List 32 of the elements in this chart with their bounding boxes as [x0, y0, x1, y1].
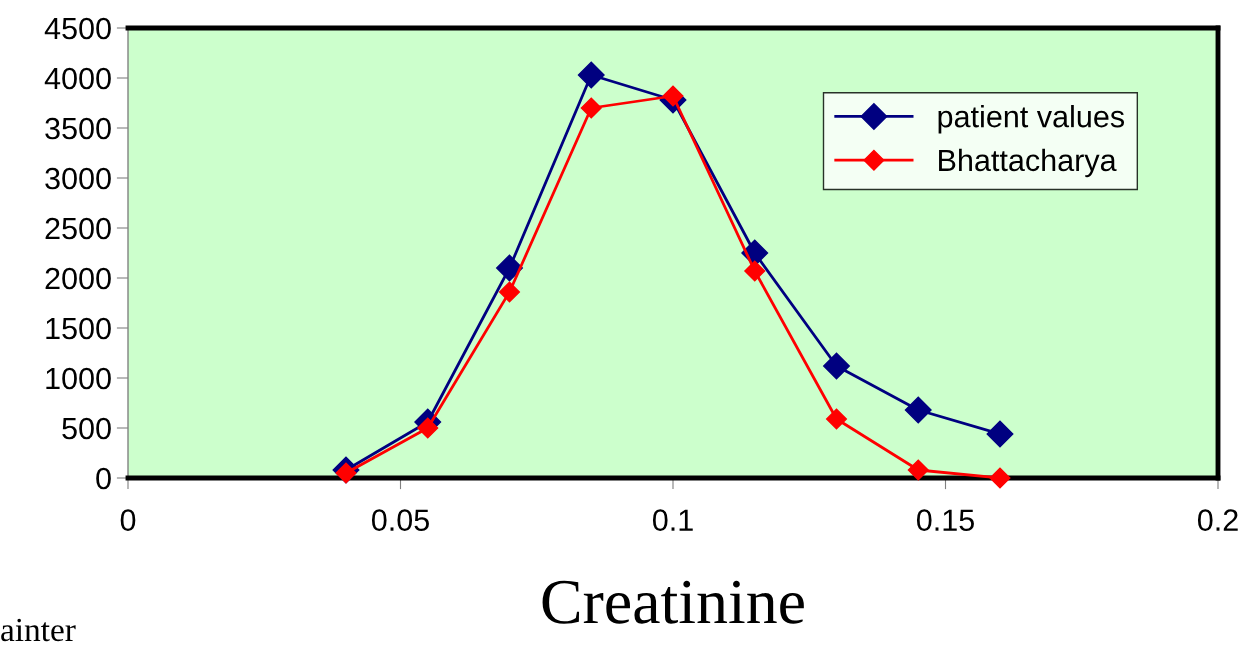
y-tick-label: 3500 [45, 117, 111, 140]
point [662, 85, 684, 107]
x-tick-label: 0 [120, 509, 136, 531]
y-tick-label: 2000 [45, 267, 111, 290]
point [989, 467, 1011, 489]
point [823, 352, 850, 380]
y-tick-label: 4500 [44, 17, 111, 40]
x-tick-label: 0.15 [916, 509, 974, 531]
x-tick-label: 0.2 [1197, 509, 1238, 531]
x-tick-label: 0.05 [371, 509, 429, 531]
y-tick-label: 1000 [46, 367, 111, 390]
y-tick-label: 1500 [46, 317, 111, 340]
y-tick-label: 500 [62, 417, 111, 440]
text: ainter [1, 618, 76, 642]
point [744, 260, 766, 282]
legend-label: Bhattacharya [939, 148, 1117, 178]
point [907, 459, 929, 481]
point [986, 420, 1014, 448]
point [496, 254, 523, 282]
point [904, 396, 932, 424]
legend-label: patient values [938, 105, 1125, 134]
point [417, 417, 439, 439]
y-tick-label: 0 [96, 467, 111, 490]
y-tick-label: 3000 [45, 167, 111, 190]
y-tick-label: 4000 [44, 67, 111, 90]
x-tick-label: 0.1 [652, 509, 693, 531]
point [580, 97, 602, 119]
point [577, 61, 605, 89]
point [825, 408, 848, 430]
x-axis-title: Creatinine [542, 580, 804, 624]
y-tick-label: 2500 [45, 217, 111, 240]
point [498, 281, 521, 303]
